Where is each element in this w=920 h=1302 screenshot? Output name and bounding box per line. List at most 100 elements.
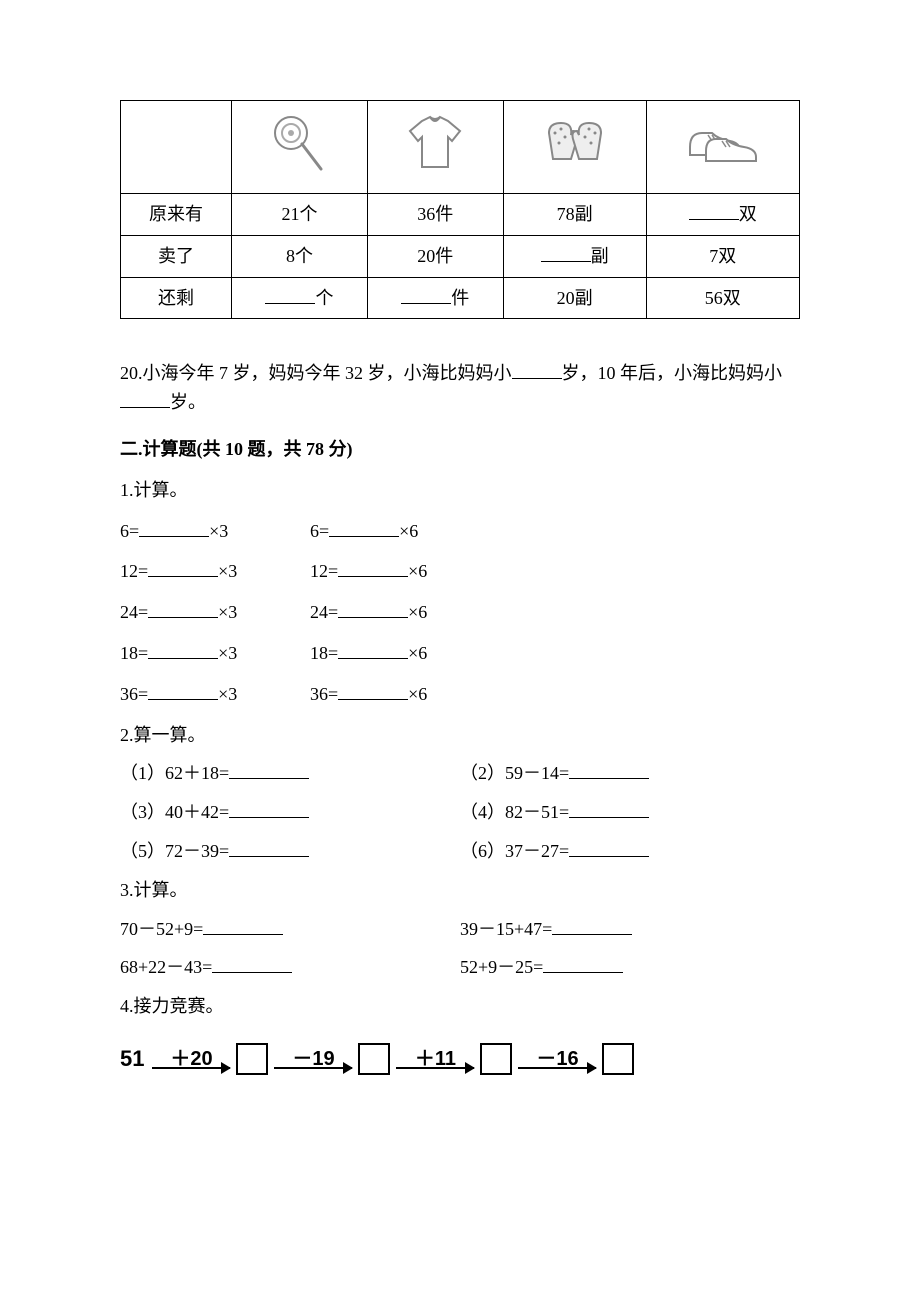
calc-row: （1）62＋18= （2）59－14= [120,759,800,788]
blank[interactable] [212,954,292,973]
eq-row: 12= ×3 12= ×6 [120,557,800,586]
eq-left: 18= [120,643,148,663]
eq-left: 24= [310,602,338,622]
expr: （2）59－14= [460,763,569,783]
eq-tail: ×6 [408,561,427,581]
q20-suffix: 岁。 [170,392,206,412]
blank[interactable] [569,760,649,779]
blank[interactable] [148,599,218,618]
p4-title: 4.接力竞赛。 [120,992,800,1021]
eq-tail: ×3 [209,521,228,541]
eq-left: 12= [310,561,338,581]
blank[interactable] [541,243,591,262]
blank[interactable] [148,640,218,659]
eq-left: 12= [120,561,148,581]
eq-left: 36= [310,684,338,704]
p3-title: 3.计算。 [120,876,800,905]
cell: 件 [367,277,503,319]
blank[interactable] [552,916,632,935]
eq-tail: ×6 [408,684,427,704]
cell: 20副 [503,277,646,319]
row-label-original: 原来有 [121,194,232,236]
calc-row: （5）72－39= （6）37－27= [120,837,800,866]
blank[interactable] [569,838,649,857]
q20-mid: 岁，10 年后，小海比妈妈小 [562,363,783,383]
expr: （3）40＋42= [120,802,229,822]
blank[interactable] [401,285,451,304]
eq-left: 36= [120,684,148,704]
blank[interactable] [120,389,170,408]
arrow-icon [518,1067,596,1069]
p1-title: 1.计算。 [120,476,800,505]
blank[interactable] [338,681,408,700]
table-corner [121,101,232,194]
blank[interactable] [229,760,309,779]
p2-title: 2.算一算。 [120,721,800,750]
eq-tail: ×6 [408,602,427,622]
blank[interactable] [569,799,649,818]
eq-tail: ×6 [408,643,427,663]
eq-left: 24= [120,602,148,622]
relay-op: ＋20 [170,1049,212,1069]
col-icon-shirt [367,101,503,194]
blank[interactable] [265,285,315,304]
blank[interactable] [338,599,408,618]
q20-line: 20.小海今年 7 岁，妈妈今年 32 岁，小海比妈妈小 岁，10 年后，小海比妈… [120,359,800,417]
shirt-icon [402,111,468,175]
eq-row: 18= ×3 18= ×6 [120,639,800,668]
relay-segment: ＋20 [152,1049,230,1069]
relay-op: －19 [292,1049,334,1069]
blank[interactable] [229,799,309,818]
eq-left: 18= [310,643,338,663]
blank[interactable] [229,838,309,857]
calc-row: （3）40＋42= （4）82－51= [120,798,800,827]
cell: 56双 [646,277,799,319]
calc-row: 68+22－43=52+9－25= [120,953,800,982]
q20-prefix: 20.小海今年 7 岁，妈妈今年 32 岁，小海比妈妈小 [120,363,512,383]
relay-segment: －19 [274,1049,352,1069]
blank[interactable] [329,518,399,537]
relay-box[interactable] [480,1043,512,1075]
col-icon-lollipop [232,101,368,194]
cell: 双 [646,194,799,236]
blank[interactable] [148,681,218,700]
lollipop-icon [269,111,329,175]
cell: 8个 [232,235,368,277]
blank[interactable] [338,558,408,577]
cell: 78副 [503,194,646,236]
eq-tail: ×3 [218,684,237,704]
eq-tail: ×3 [218,643,237,663]
eq-left: 6= [310,521,329,541]
shoes-icon [684,117,762,169]
blank[interactable] [203,916,283,935]
blank[interactable] [338,640,408,659]
blank[interactable] [689,201,739,220]
blank[interactable] [139,518,209,537]
relay-box[interactable] [602,1043,634,1075]
expr: （6）37－27= [460,841,569,861]
expr: （4）82－51= [460,802,569,822]
col-icon-gloves [503,101,646,194]
relay-op: ＋11 [415,1049,456,1069]
expr: 68+22－43= [120,957,212,977]
blank[interactable] [543,954,623,973]
cell: 21个 [232,194,368,236]
eq-tail: ×3 [218,561,237,581]
relay-segment: －16 [518,1049,596,1069]
eq-tail: ×3 [218,602,237,622]
expr: （1）62＋18= [120,763,229,783]
relay-box[interactable] [236,1043,268,1075]
relay-chain: 51 ＋20 －19 ＋11 －16 [120,1041,800,1076]
blank[interactable] [512,360,562,379]
arrow-icon [152,1067,230,1069]
cell: 36件 [367,194,503,236]
row-label-sold: 卖了 [121,235,232,277]
eq-left: 6= [120,521,139,541]
relay-op: －16 [536,1049,578,1069]
relay-box[interactable] [358,1043,390,1075]
expr: （5）72－39= [120,841,229,861]
blank[interactable] [148,558,218,577]
col-icon-shoes [646,101,799,194]
relay-start: 51 [120,1041,144,1076]
unit: 件 [451,288,469,308]
